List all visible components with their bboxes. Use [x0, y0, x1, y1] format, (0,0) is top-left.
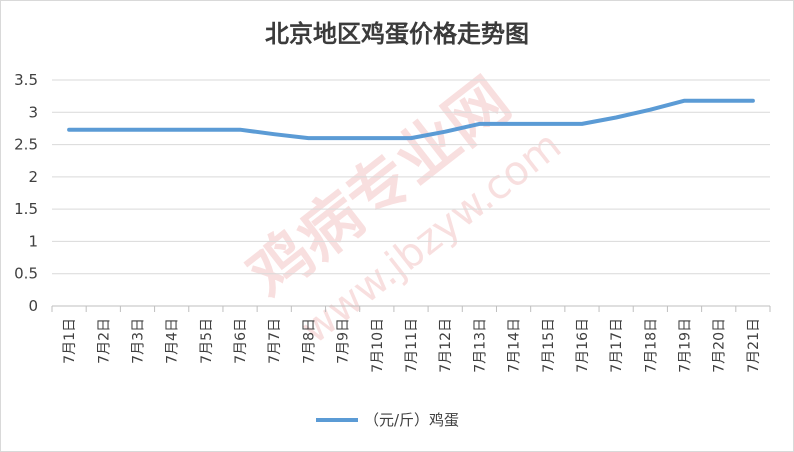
- y-tick-label: 2.5: [14, 136, 38, 154]
- x-tick-label: 7月17日: [609, 318, 625, 373]
- y-tick-label: 0.5: [14, 265, 38, 283]
- x-tick-label: 7月6日: [233, 318, 249, 364]
- series-line: [67, 98, 755, 141]
- x-tick-label: 7月3日: [130, 318, 146, 364]
- x-tick-label: 7月21日: [746, 318, 762, 373]
- y-tick-label: 0: [28, 297, 38, 315]
- gridlines: [52, 79, 770, 307]
- legend: （元/斤）鸡蛋: [316, 411, 459, 429]
- x-tick-label: 7月19日: [678, 318, 694, 373]
- x-tick-label: 7月8日: [301, 318, 317, 364]
- y-tick-label: 1.5: [14, 200, 38, 218]
- series-layer: [67, 98, 755, 141]
- y-axis: 0 0.5 1 1.5 2 2.5 3 3.5: [14, 71, 38, 315]
- x-tick-label: 7月18日: [643, 318, 659, 373]
- x-tick-label: 7月20日: [712, 318, 728, 373]
- legend-label: （元/斤）鸡蛋: [364, 411, 459, 429]
- x-tick-label: 7月2日: [96, 318, 112, 364]
- y-tick-label: 3.5: [14, 71, 38, 89]
- x-tick-label: 7月4日: [165, 318, 181, 364]
- y-tick-label: 2: [28, 168, 38, 186]
- x-axis: 7月1日 7月2日 7月3日 7月4日 7月5日 7月6日 7月7日 7月8日 7月9日 7月10…: [51, 306, 771, 373]
- y-tick-label: 1: [28, 232, 38, 250]
- x-tick-label: 7月16日: [575, 318, 591, 373]
- y-tick-label: 3: [28, 103, 38, 121]
- watermark: 鸡病专业网 www.jbzyw.com: [234, 63, 570, 352]
- x-tick-label: 7月1日: [62, 318, 78, 364]
- x-tick-label: 7月5日: [199, 318, 215, 364]
- x-tick-label: 7月10日: [370, 318, 386, 373]
- x-tick-label: 7月13日: [472, 318, 488, 373]
- x-tick-label: 7月15日: [541, 318, 557, 373]
- x-tick-label: 7月12日: [438, 318, 454, 373]
- x-tick-label: 7月9日: [336, 318, 352, 364]
- x-tick-label: 7月7日: [267, 318, 283, 364]
- chart-title: 北京地区鸡蛋价格走势图: [265, 20, 529, 48]
- x-tick-label: 7月14日: [507, 318, 523, 373]
- x-tick-label: 7月11日: [404, 318, 420, 373]
